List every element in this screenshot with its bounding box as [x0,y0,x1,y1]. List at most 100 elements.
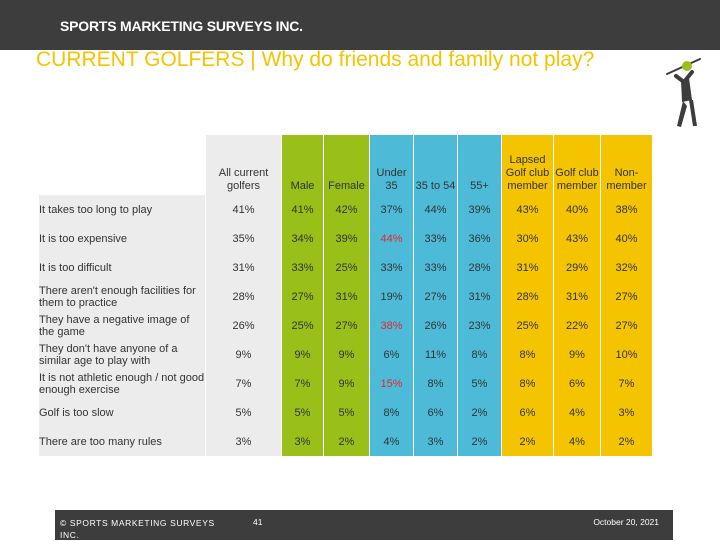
table-cell: 2% [502,427,553,456]
table-cell: 25% [502,311,553,340]
table-cell: 4% [554,427,600,456]
footer-bar: © SPORTS MARKETING SURVEYS INC. 41 Octob… [55,510,673,540]
row-label: There are too many rules [39,427,205,456]
table-cell: 27% [414,282,457,311]
table-cell: 9% [554,340,600,369]
table-cell: 22% [554,311,600,340]
table-cell: 40% [601,224,652,253]
row-label: They don't have anyone of a similar age … [39,340,205,369]
table-cell: 28% [502,282,553,311]
row-label: Golf is too slow [39,398,205,427]
table-cell: 4% [370,427,413,456]
table-cell: 34% [282,224,323,253]
table-cell: 3% [601,398,652,427]
table-cell: 35% [206,224,281,253]
table-cell: 27% [324,311,369,340]
row-label: It is too difficult [39,253,205,282]
top-bar: SPORTS MARKETING SURVEYS INC. [0,0,720,50]
column-header: Golf club member [554,135,600,195]
table-cell: 8% [502,369,553,398]
table-cell: 5% [324,398,369,427]
table-cell: 9% [324,369,369,398]
column-header: 35 to 54 [414,135,457,195]
column-header: Male [282,135,323,195]
table-cell: 6% [502,398,553,427]
table-cell: 23% [458,311,501,340]
table-row: There are too many rules 3% 3% 2% 4% 3% 2% 2% 4%… [39,427,652,456]
table-cell: 38% [601,195,652,224]
table-cell: 43% [554,224,600,253]
table-cell: 44% [370,224,413,253]
table-cell: 39% [458,195,501,224]
header-blank [39,135,205,195]
table-cell: 9% [282,340,323,369]
column-header: Female [324,135,369,195]
row-label: There aren't enough facilities for them … [39,282,205,311]
table-cell: 40% [554,195,600,224]
table-cell: 29% [554,253,600,282]
table-cell: 5% [458,369,501,398]
table-cell: 3% [206,427,281,456]
table-cell: 26% [414,311,457,340]
table-row: It is too difficult 31% 33% 25% 33% 33% 28% 31%… [39,253,652,282]
table-cell: 7% [601,369,652,398]
table-row: It takes too long to play 41% 41% 42% 37% 44%… [39,195,652,224]
column-header: All current golfers [206,135,281,195]
table-cell: 2% [601,427,652,456]
table-row: They don't have anyone of a similar age … [39,340,652,369]
page-number: 41 [253,517,263,527]
table-cell: 39% [324,224,369,253]
table-cell: 8% [414,369,457,398]
golfer-icon [666,58,701,127]
table-cell: 9% [324,340,369,369]
table-cell: 28% [458,253,501,282]
table-cell: 2% [324,427,369,456]
table-cell: 5% [206,398,281,427]
table-cell: 31% [554,282,600,311]
table-cell: 11% [414,340,457,369]
table-row: They have a negative image of the game 26… [39,311,652,340]
slide-title: CURRENT GOLFERS | Why do friends and fam… [36,48,595,71]
table-cell: 31% [458,282,501,311]
table-cell: 27% [282,282,323,311]
table-cell: 42% [324,195,369,224]
table-cell: 8% [370,398,413,427]
table-row: There aren't enough facilities for them … [39,282,652,311]
table-cell: 43% [502,195,553,224]
row-label: It is too expensive [39,224,205,253]
table-cell: 44% [414,195,457,224]
table-cell: 31% [206,253,281,282]
table-cell: 4% [554,398,600,427]
table-cell: 41% [206,195,281,224]
table-cell: 41% [282,195,323,224]
table-cell: 31% [502,253,553,282]
table-cell: 6% [370,340,413,369]
table-cell: 5% [282,398,323,427]
table-cell: 33% [414,224,457,253]
column-header: Lapsed Golf club member [502,135,553,195]
column-header: Under 35 [370,135,413,195]
results-table: All current golfers Male Female Under 35… [38,135,653,456]
row-label: It takes too long to play [39,195,205,224]
table-cell: 38% [370,311,413,340]
row-label: It is not athletic enough / not good eno… [39,369,205,398]
table-body: It takes too long to play 41% 41% 42% 37% 44%… [39,195,652,456]
table-cell: 8% [458,340,501,369]
table-cell: 6% [554,369,600,398]
table-cell: 25% [282,311,323,340]
table-cell: 19% [370,282,413,311]
table-row: Golf is too slow 5% 5% 5% 8% 6% 2% 6% 4% 3% [39,398,652,427]
table-cell: 2% [458,398,501,427]
table-cell: 30% [502,224,553,253]
table-cell: 3% [414,427,457,456]
table-cell: 33% [370,253,413,282]
brand-logo-text: SPORTS MARKETING SURVEYS INC. [60,18,303,34]
row-label: They have a negative image of the game [39,311,205,340]
table-cell: 15% [370,369,413,398]
table-cell: 9% [206,340,281,369]
table-cell: 33% [282,253,323,282]
table-cell: 3% [282,427,323,456]
table-cell: 26% [206,311,281,340]
table-cell: 27% [601,311,652,340]
table-cell: 8% [502,340,553,369]
